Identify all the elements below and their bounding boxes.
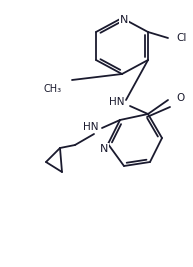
Text: Cl: Cl bbox=[176, 33, 186, 43]
Text: CH₃: CH₃ bbox=[44, 84, 62, 94]
Text: HN: HN bbox=[108, 97, 124, 107]
Text: HN: HN bbox=[82, 122, 98, 132]
Text: O: O bbox=[176, 93, 184, 103]
Text: N: N bbox=[120, 15, 128, 25]
Text: N: N bbox=[100, 144, 108, 154]
